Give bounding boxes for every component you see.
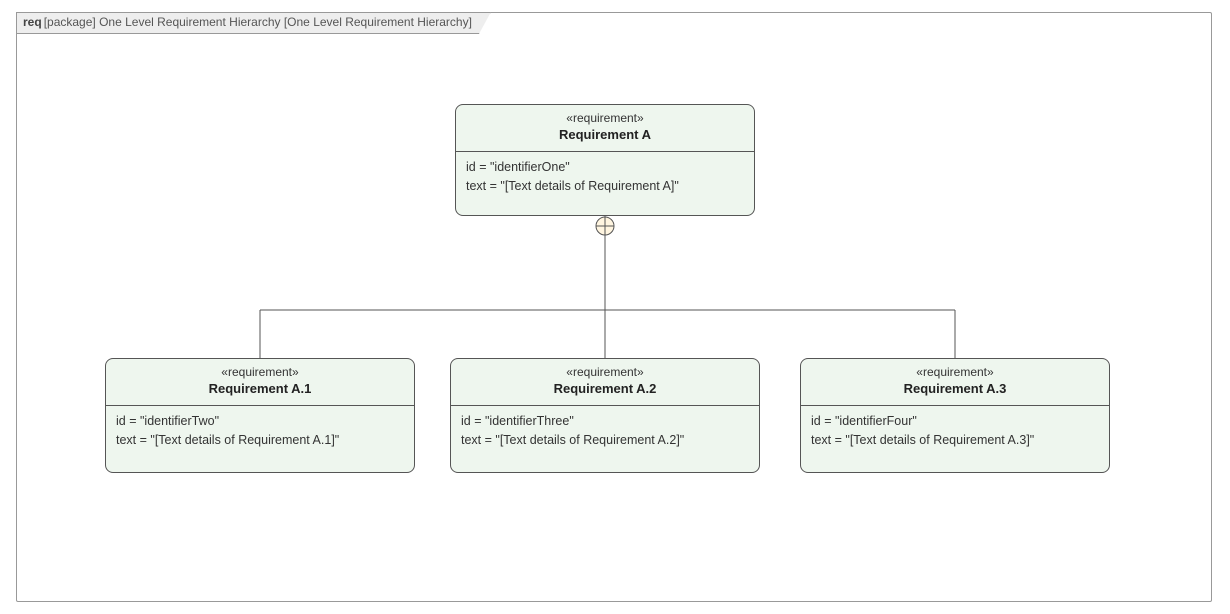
requirement-id-line: id = "identifierFour" [811, 412, 1099, 431]
frame-keyword: req [23, 15, 42, 29]
requirement-child: «requirement»Requirement A.2id = "identi… [450, 358, 760, 473]
stereotype-label: «requirement» [114, 365, 406, 381]
requirement-child: «requirement»Requirement A.1id = "identi… [105, 358, 415, 473]
stereotype-label: «requirement» [464, 111, 746, 127]
requirement-name: Requirement A.2 [459, 381, 751, 398]
requirement-body: id = "identifierOne" text = "[Text detai… [456, 152, 754, 206]
requirement-header: «requirement» Requirement A [456, 105, 754, 152]
requirement-text-line: text = "[Text details of Requirement A]" [466, 177, 744, 196]
stereotype-label: «requirement» [809, 365, 1101, 381]
frame-view-bracket: [One Level Requirement Hierarchy] [284, 15, 472, 29]
requirement-header: «requirement»Requirement A.2 [451, 359, 759, 406]
frame-title-tab: req[package] One Level Requirement Hiera… [16, 12, 491, 34]
requirement-text-line: text = "[Text details of Requirement A.3… [811, 431, 1099, 450]
requirement-id-line: id = "identifierThree" [461, 412, 749, 431]
requirement-body: id = "identifierTwo"text = "[Text detail… [106, 406, 414, 460]
requirement-name: Requirement A [464, 127, 746, 144]
diagram-frame: req[package] One Level Requirement Hiera… [16, 12, 1212, 602]
requirement-name: Requirement A.1 [114, 381, 406, 398]
requirement-body: id = "identifierFour"text = "[Text detai… [801, 406, 1109, 460]
stereotype-label: «requirement» [459, 365, 751, 381]
requirement-name: Requirement A.3 [809, 381, 1101, 398]
requirement-id-line: id = "identifierTwo" [116, 412, 404, 431]
requirement-id-line: id = "identifierOne" [466, 158, 744, 177]
requirement-text-line: text = "[Text details of Requirement A.2… [461, 431, 749, 450]
requirement-body: id = "identifierThree"text = "[Text deta… [451, 406, 759, 460]
requirement-header: «requirement»Requirement A.3 [801, 359, 1109, 406]
frame-title: One Level Requirement Hierarchy [99, 15, 280, 29]
requirement-header: «requirement»Requirement A.1 [106, 359, 414, 406]
frame-kind-bracket: [package] [44, 15, 96, 29]
requirement-child: «requirement»Requirement A.3id = "identi… [800, 358, 1110, 473]
diagram-canvas: req[package] One Level Requirement Hiera… [0, 0, 1230, 614]
requirement-text-line: text = "[Text details of Requirement A.1… [116, 431, 404, 450]
requirement-parent: «requirement» Requirement A id = "identi… [455, 104, 755, 216]
